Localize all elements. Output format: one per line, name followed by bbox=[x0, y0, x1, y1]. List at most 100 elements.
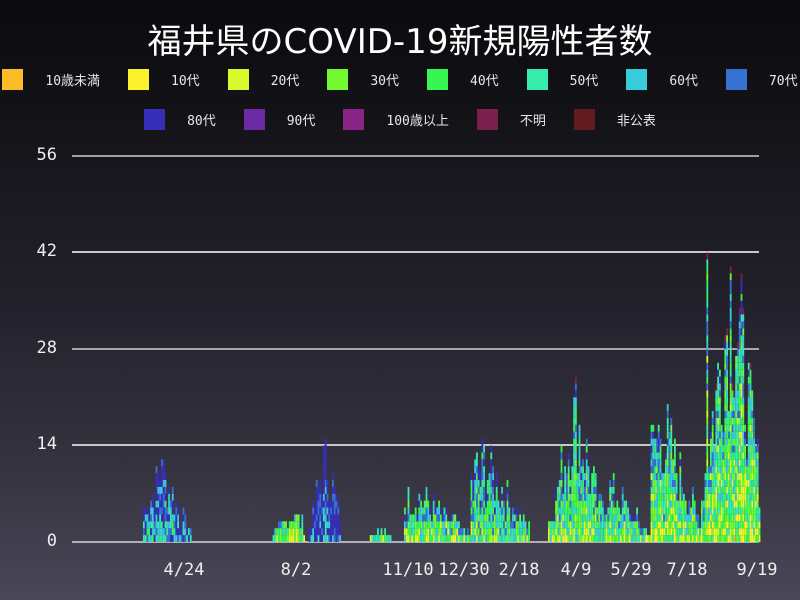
bar-segment bbox=[749, 424, 752, 432]
bar-segment bbox=[711, 486, 714, 494]
legend-item[interactable]: 10代 bbox=[128, 69, 200, 90]
bar-segment bbox=[719, 507, 721, 515]
bar-segment bbox=[638, 528, 640, 536]
legend-item[interactable]: 非公表 bbox=[573, 109, 656, 130]
bar-segment bbox=[148, 514, 151, 522]
legend-label: 40代 bbox=[470, 74, 499, 89]
bar-segment bbox=[751, 390, 754, 398]
bar-segment bbox=[679, 486, 682, 494]
bar-segment bbox=[404, 535, 406, 542]
bar-segment bbox=[706, 314, 709, 322]
bar-segment bbox=[666, 535, 669, 542]
legend-item[interactable]: 30代 bbox=[327, 69, 399, 90]
bar-segment bbox=[677, 507, 680, 515]
bar-segment bbox=[702, 521, 705, 529]
bar-segment bbox=[585, 521, 588, 529]
legend-row-2: 80代 90代 100歳以上 不明 非公表 bbox=[0, 109, 800, 130]
legend-item[interactable]: 80代 bbox=[144, 109, 216, 130]
bar-segment bbox=[711, 411, 714, 418]
legend-item[interactable]: 20代 bbox=[227, 69, 299, 90]
bar-segment bbox=[414, 528, 417, 536]
bar-segment bbox=[472, 507, 475, 515]
bar-segment bbox=[576, 500, 579, 508]
bar-segment bbox=[324, 507, 327, 515]
bar-segment bbox=[548, 528, 550, 536]
bar-segment bbox=[731, 417, 734, 425]
bar-segment bbox=[481, 521, 484, 529]
bar-segment bbox=[710, 500, 712, 508]
bar-segment bbox=[719, 390, 721, 398]
bar-segment bbox=[594, 507, 597, 515]
bar-segment bbox=[591, 521, 593, 529]
legend-item[interactable]: 50代 bbox=[526, 69, 598, 90]
bar-segment bbox=[440, 521, 442, 529]
bar-segment bbox=[519, 528, 521, 536]
legend-label: 30代 bbox=[370, 74, 399, 89]
bar-segment bbox=[621, 507, 624, 515]
bar-segment bbox=[720, 445, 723, 453]
bar-segment bbox=[425, 500, 428, 508]
bar-segment bbox=[747, 473, 750, 480]
bar-segment bbox=[679, 466, 682, 474]
legend-item[interactable]: 不明 bbox=[476, 109, 546, 130]
bar-segment bbox=[162, 486, 165, 494]
bar-segment bbox=[324, 521, 327, 529]
bar-segment bbox=[483, 514, 485, 522]
bar-segment bbox=[333, 507, 336, 515]
bar-segment bbox=[612, 507, 615, 515]
bar-segment bbox=[483, 528, 485, 536]
bar-segment bbox=[650, 486, 653, 494]
bar-segment bbox=[686, 528, 689, 536]
bar-segment bbox=[742, 535, 745, 542]
bar-segment bbox=[416, 514, 419, 522]
bar-segment bbox=[481, 473, 484, 480]
bar-segment bbox=[715, 480, 718, 487]
legend-item[interactable]: 10歳未満 bbox=[2, 69, 100, 90]
bar-segment bbox=[708, 486, 710, 494]
bar-segment bbox=[164, 473, 167, 480]
legend-item[interactable]: 40代 bbox=[427, 69, 499, 90]
bar-segment bbox=[371, 535, 374, 542]
bar-segment bbox=[164, 500, 167, 508]
bar-segment bbox=[722, 431, 725, 439]
bar-segment bbox=[670, 459, 673, 467]
bar-segment bbox=[323, 493, 325, 501]
bar-segment bbox=[652, 514, 655, 522]
bar-segment bbox=[620, 528, 622, 536]
bar-segment bbox=[578, 438, 581, 446]
bar-segment bbox=[490, 486, 493, 494]
bar-segment bbox=[479, 528, 482, 536]
bar-segment bbox=[155, 473, 158, 480]
bar-segment bbox=[737, 438, 739, 446]
bar-segment bbox=[607, 528, 610, 536]
bar-segment bbox=[594, 486, 597, 494]
legend-item[interactable]: 90代 bbox=[243, 109, 315, 130]
bar-segment bbox=[463, 528, 466, 536]
bar-segment bbox=[558, 500, 561, 508]
legend-item[interactable]: 70代 bbox=[725, 69, 798, 90]
bar-segment bbox=[486, 521, 489, 529]
bar-segment bbox=[683, 535, 685, 542]
bar-segment bbox=[429, 535, 431, 542]
bar-segment bbox=[679, 500, 682, 508]
bar-segment bbox=[157, 473, 160, 480]
bar-segment bbox=[674, 480, 676, 487]
legend-item[interactable]: 60代 bbox=[626, 69, 698, 90]
bar-segment bbox=[672, 535, 674, 542]
bar-segment bbox=[702, 500, 705, 508]
bar-segment bbox=[278, 521, 280, 529]
bar-segment bbox=[740, 300, 743, 308]
bar-segment bbox=[582, 480, 584, 487]
legend-item[interactable]: 100歳以上 bbox=[343, 109, 449, 130]
bar-segment bbox=[431, 521, 433, 529]
bar-segment bbox=[665, 500, 667, 508]
bar-segment bbox=[584, 493, 586, 501]
bar-segment bbox=[504, 521, 507, 529]
bar-segment bbox=[713, 486, 716, 494]
bar-segment bbox=[720, 521, 723, 529]
bar-segment bbox=[728, 493, 730, 501]
bar-segment bbox=[612, 500, 615, 508]
bar-segment bbox=[312, 500, 314, 508]
bar-segment bbox=[177, 507, 179, 515]
bar-segment bbox=[386, 535, 388, 542]
